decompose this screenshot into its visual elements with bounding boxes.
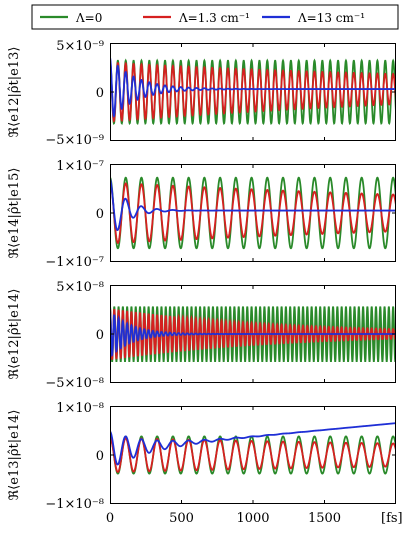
panel-2-series-1: [110, 181, 396, 244]
panel-1-ytick-top: 5×10⁻⁹: [56, 39, 104, 54]
panel-2-series-2: [110, 178, 396, 232]
panel-3-series-1: [110, 308, 396, 360]
panel-2-ytick-bottom: −1×10⁻⁷: [45, 255, 104, 270]
panel-1-plot: [110, 43, 396, 141]
legend-label-2: Λ=13 cm⁻¹: [297, 11, 365, 25]
panel-4-series-0: [110, 435, 396, 475]
panel-4-series-2: [110, 422, 396, 466]
panel-4-series-1: [110, 436, 396, 473]
panel-4-ytick-bottom: −1×10⁻⁸: [45, 497, 104, 512]
panel-2-plot: [110, 164, 396, 262]
panel-3-ytick-mid: 0: [96, 328, 104, 343]
panel-2-ylabel: ℜ⟨e14|ρ̂t|e15⟩: [7, 168, 22, 259]
legend: Λ=0 Λ=1.3 cm⁻¹ Λ=13 cm⁻¹: [31, 4, 399, 30]
panel-2-ytick-top: 1×10⁻⁷: [56, 159, 104, 174]
x-tick-label-1500: 1500: [308, 511, 341, 526]
x-tick-label-500: 500: [169, 511, 194, 526]
legend-frame: [31, 4, 399, 30]
panel-4: ℜ⟨e13|ρ̂t|e14⟩ 1×10⁻⁸ 0 −1×10⁻⁸: [7, 401, 396, 512]
x-tick-label-1000: 1000: [236, 511, 269, 526]
legend-label-1: Λ=1.3 cm⁻¹: [178, 11, 250, 25]
panel-1-series-1: [110, 61, 396, 123]
panel-2-series-0: [110, 176, 396, 250]
panel-4-ytick-top: 1×10⁻⁸: [56, 401, 104, 416]
legend-label-0: Λ=0: [75, 11, 102, 25]
panel-3: ℜ⟨e12|ρ̂t|e14⟩ 5×10⁻⁸ 0 −5×10⁻⁸: [7, 280, 396, 391]
x-unit-label: [fs]: [381, 511, 403, 526]
panel-3-series-0: [110, 306, 396, 363]
panel-4-ytick-mid: 0: [96, 449, 104, 464]
panel-4-ylabel: ℜ⟨e13|ρ̂t|e14⟩: [7, 410, 22, 501]
panel-4-plot: [110, 406, 396, 504]
x-tick-labels: 0 500 1000 1500 [fs]: [106, 511, 403, 526]
panel-1-series-2: [110, 57, 396, 118]
panel-3-ytick-top: 5×10⁻⁸: [56, 280, 104, 295]
panel-1-ylabel: ℜ⟨e12|ρ̂t|e13⟩: [7, 47, 22, 138]
panel-3-plot: [110, 285, 396, 383]
x-tick-label-0: 0: [106, 511, 114, 526]
panel-1-ytick-bottom: −5×10⁻⁹: [45, 133, 104, 148]
panel-3-ytick-bottom: −5×10⁻⁸: [45, 376, 104, 391]
panel-2: ℜ⟨e14|ρ̂t|e15⟩ 1×10⁻⁷ 0 −1×10⁻⁷: [7, 159, 396, 270]
panel-1: ℜ⟨e12|ρ̂t|e13⟩ 5×10⁻⁹ 0 −5×10⁻⁹: [7, 39, 396, 148]
panel-3-series-2: [110, 310, 396, 358]
panel-2-ytick-mid: 0: [96, 207, 104, 222]
panel-3-ylabel: ℜ⟨e12|ρ̂t|e14⟩: [7, 289, 22, 380]
panel-1-ytick-mid: 0: [96, 86, 104, 101]
